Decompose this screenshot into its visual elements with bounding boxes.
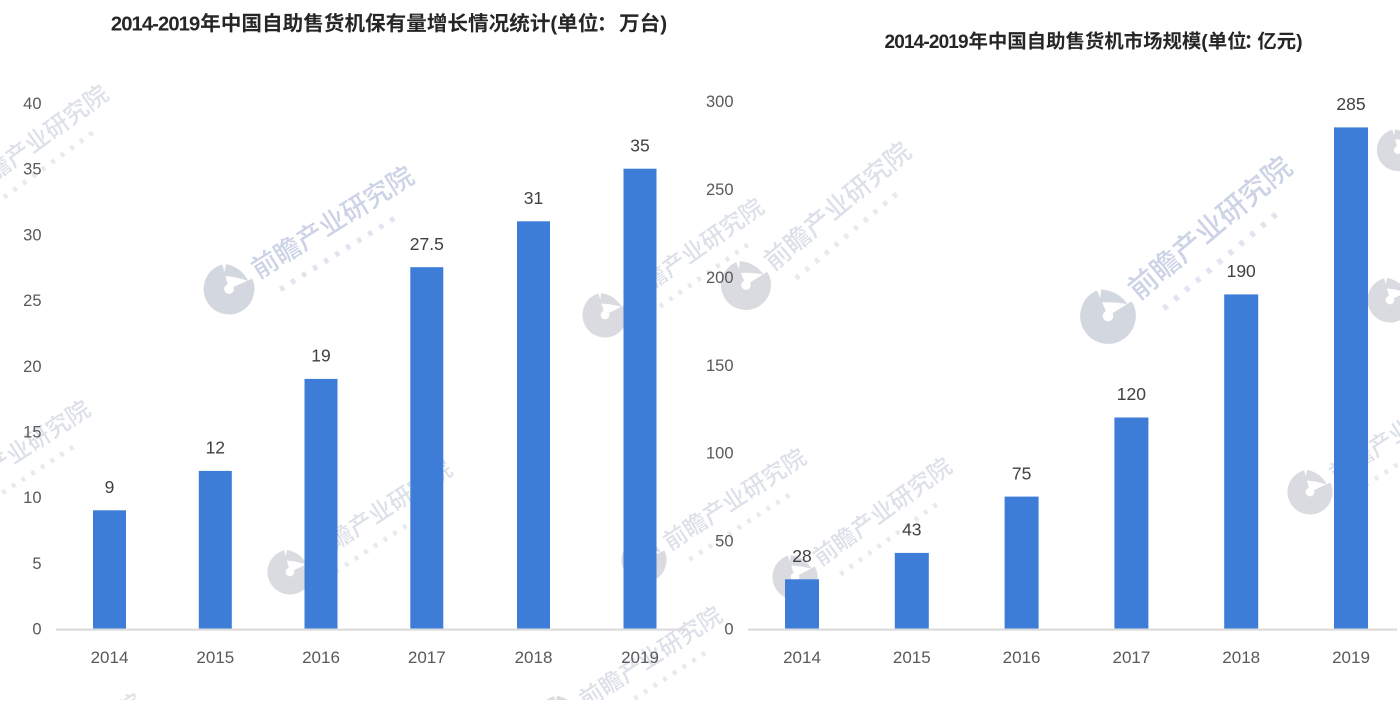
svg-text:35: 35 [23,161,41,179]
svg-text:2019: 2019 [621,648,659,667]
svg-text:2016: 2016 [302,648,340,667]
svg-text:10: 10 [23,489,41,507]
svg-text:30: 30 [23,226,41,244]
svg-text:): ) [1296,31,1302,53]
svg-text:40: 40 [23,95,41,113]
svg-text:9: 9 [105,477,115,497]
svg-text:0: 0 [32,621,41,639]
svg-text:150: 150 [706,357,734,375]
svg-text:2019: 2019 [1332,648,1370,667]
svg-text:19: 19 [311,346,330,366]
svg-text:15: 15 [23,423,41,441]
svg-text:28: 28 [792,546,811,566]
svg-text:): ) [660,13,667,36]
svg-text:190: 190 [1227,261,1256,281]
svg-text:250: 250 [706,181,734,199]
svg-text:285: 285 [1336,94,1365,114]
svg-text:300: 300 [706,93,734,111]
svg-text:12: 12 [206,438,225,458]
svg-text:75: 75 [1012,463,1031,483]
svg-text:2018: 2018 [1222,648,1260,667]
svg-text:50: 50 [715,533,733,551]
svg-text:31: 31 [524,188,543,208]
svg-text:35: 35 [630,135,649,155]
svg-text:20: 20 [23,358,41,376]
svg-text:2015: 2015 [893,648,931,667]
svg-text:2015: 2015 [196,648,234,667]
svg-text:(: ( [550,13,557,36]
svg-text:2016: 2016 [1003,648,1041,667]
svg-text:100: 100 [706,445,734,463]
svg-text:2014: 2014 [783,648,821,667]
svg-text:27.5: 27.5 [410,234,444,254]
svg-text:200: 200 [706,269,734,287]
svg-text:2017: 2017 [408,648,446,667]
svg-text:0: 0 [724,621,733,639]
svg-text:2014-2019: 2014-2019 [111,14,200,36]
svg-text:120: 120 [1117,384,1146,404]
svg-text:2018: 2018 [515,648,553,667]
svg-text:2017: 2017 [1112,648,1150,667]
svg-text:43: 43 [902,520,921,540]
svg-text:2014: 2014 [91,648,129,667]
svg-text:5: 5 [32,555,41,573]
svg-text:(: ( [1201,31,1208,53]
svg-text:2014-2019: 2014-2019 [885,32,969,53]
svg-text:25: 25 [23,292,41,310]
